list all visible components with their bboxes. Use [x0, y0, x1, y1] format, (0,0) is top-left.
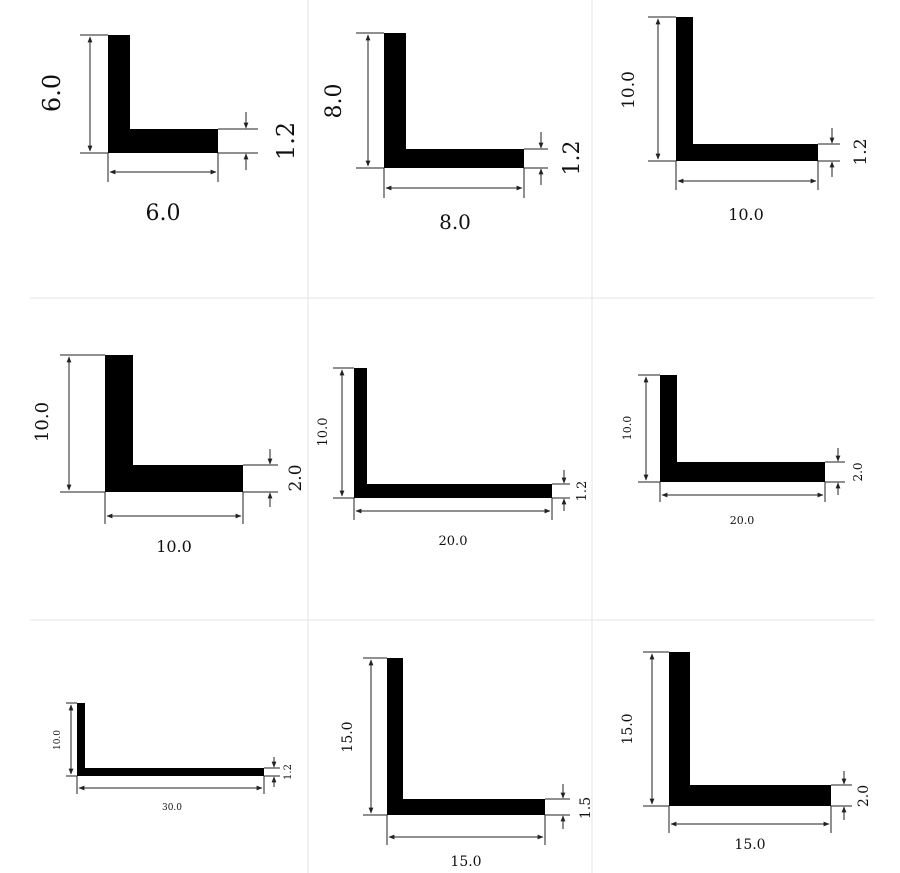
- horizontal-leg-label: 10.0: [156, 537, 192, 556]
- vertical-leg-label: 15.0: [620, 713, 636, 744]
- horizontal-leg-label: 8.0: [439, 210, 471, 234]
- grid-lines: [30, 0, 875, 873]
- profile-cell: 6.0 6.0 1.2: [38, 34, 300, 226]
- l-profile-shape: [387, 658, 545, 815]
- profile-cell: 8.0 8.0 1.2: [322, 32, 585, 234]
- vertical-leg-label: 10.0: [316, 418, 331, 447]
- thickness-label: 1.2: [272, 122, 300, 160]
- l-profile-shape: [384, 33, 524, 168]
- vertical-leg-label: 10.0: [32, 402, 53, 442]
- profile-cell: 10.0 20.0 2.0: [621, 374, 865, 527]
- l-profile-shape: [108, 35, 218, 153]
- thickness-label: 1.2: [283, 764, 294, 780]
- horizontal-leg-label: 20.0: [439, 534, 468, 549]
- vertical-leg-label: 6.0: [38, 74, 66, 112]
- l-profile-shape: [354, 368, 552, 498]
- thickness-label: 2.0: [856, 785, 872, 807]
- profile-cell: 15.0 15.0 1.5: [340, 657, 594, 870]
- vertical-leg-label: 10.0: [619, 71, 639, 109]
- profile-cell: 10.0 10.0 2.0: [32, 354, 306, 556]
- horizontal-leg-label: 10.0: [728, 205, 764, 224]
- profile-cell: 15.0 15.0 2.0: [620, 651, 872, 853]
- thickness-label: 2.0: [286, 464, 306, 491]
- l-profile-shape: [676, 17, 818, 161]
- vertical-leg-label: 10.0: [53, 730, 63, 750]
- thickness-label: 1.2: [851, 138, 871, 165]
- profile-cell: 10.0 30.0 1.2: [53, 702, 294, 813]
- l-profile-shape: [669, 652, 831, 806]
- vertical-leg-label: 10.0: [621, 416, 634, 441]
- horizontal-leg-label: 15.0: [450, 854, 481, 870]
- vertical-leg-label: 8.0: [322, 84, 347, 119]
- thickness-label: 2.0: [851, 462, 865, 481]
- l-profile-shape: [77, 703, 264, 776]
- vertical-leg-label: 15.0: [340, 721, 356, 752]
- thickness-label: 1.5: [578, 797, 594, 819]
- thickness-label: 1.2: [560, 141, 585, 176]
- profile-cell: 10.0 20.0 1.2: [316, 367, 590, 549]
- profile-cell: 10.0 10.0 1.2: [619, 16, 871, 224]
- l-profile-shape: [105, 355, 243, 492]
- horizontal-leg-label: 30.0: [162, 803, 182, 813]
- horizontal-leg-label: 20.0: [730, 514, 755, 527]
- thickness-label: 1.2: [575, 481, 590, 502]
- l-profile-shape: [660, 375, 825, 482]
- horizontal-leg-label: 6.0: [146, 201, 181, 226]
- horizontal-leg-label: 15.0: [734, 837, 765, 853]
